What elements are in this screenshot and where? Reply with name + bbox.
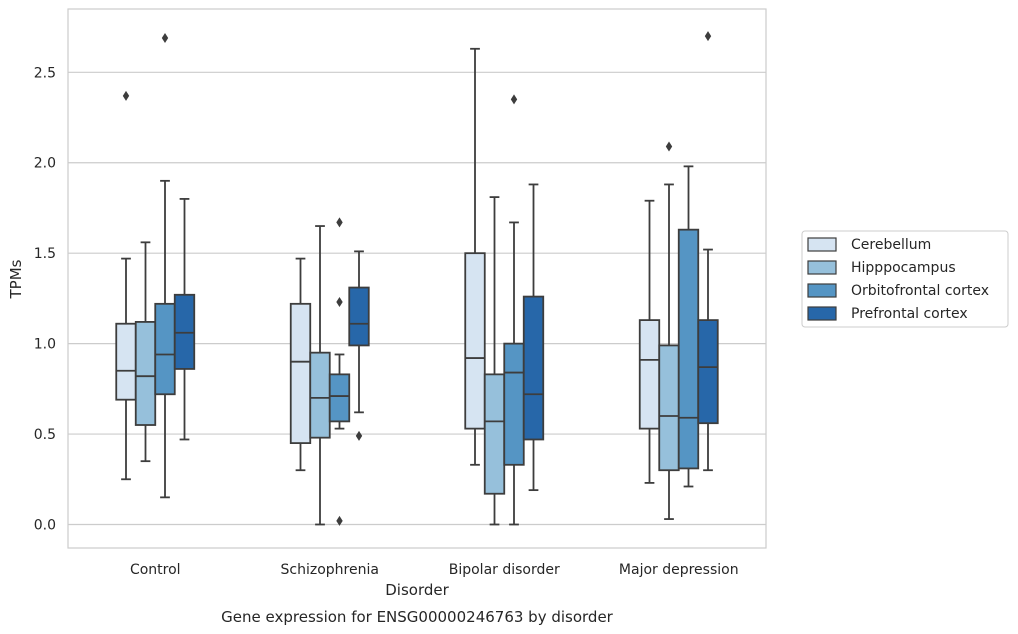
box-iqr	[173, 293, 196, 370]
outlier-point	[336, 217, 343, 228]
legend-entry: Orbitofrontal cortex	[851, 283, 989, 299]
y-tick-label: 1.0	[34, 337, 56, 353]
box-plot-box	[309, 225, 331, 526]
box-plot-box	[677, 165, 700, 488]
box-plot-box	[483, 196, 506, 526]
box-plot-box	[173, 198, 196, 441]
x-tick-label: Control	[130, 562, 181, 578]
outlier-point	[704, 31, 712, 42]
legend-entry: Cerebellum	[851, 237, 931, 253]
box-iqr	[658, 344, 680, 472]
box-iqr	[697, 319, 719, 425]
box-plot-box	[134, 241, 157, 463]
y-tick-label: 2.5	[34, 65, 56, 81]
legend-swatch	[807, 237, 837, 252]
x-tick-label: Major depression	[619, 562, 739, 578]
y-tick-label: 2.0	[34, 156, 56, 172]
box-iqr	[638, 319, 661, 430]
x-tick-label: Bipolar disorder	[449, 562, 560, 578]
box-iqr	[464, 252, 486, 430]
outlier-point	[665, 141, 673, 152]
box-iqr	[328, 373, 351, 423]
box-iqr	[115, 322, 137, 401]
y-tick-label: 0.5	[34, 427, 56, 443]
box-groups	[115, 31, 719, 526]
x-tick-labels: Control Schizophrenia Bipolar disorder Majo…	[130, 562, 739, 578]
box-plot-box	[328, 217, 351, 526]
box-iqr	[483, 373, 506, 495]
legend-entry: Hipppocampus	[851, 260, 956, 276]
box-iqr	[134, 321, 157, 426]
box-plot-box	[154, 32, 176, 499]
box-plot-box	[464, 47, 486, 466]
box-plot-box	[697, 31, 719, 472]
legend-frame	[801, 230, 1009, 328]
legend: Cerebellum Hipppocampus Orbitofrontal cort…	[801, 230, 1009, 328]
outlier-point	[161, 32, 169, 43]
x-axis-label: Disorder	[385, 581, 449, 599]
legend-entry: Prefrontal cortex	[851, 306, 968, 322]
y-tick-label: 0.0	[34, 517, 56, 533]
legend-swatch	[807, 260, 837, 275]
box-iqr	[154, 302, 176, 396]
box-iqr	[522, 295, 545, 441]
box-iqr	[289, 302, 312, 444]
box-plot-box	[289, 257, 312, 472]
box-iqr	[677, 228, 700, 470]
y-tick-label: 1.5	[34, 246, 56, 262]
box-plot-box	[503, 94, 525, 526]
outlier-point	[336, 297, 343, 308]
box-iqr	[503, 342, 525, 466]
outlier-point	[355, 430, 363, 441]
plot-area-frame	[67, 8, 767, 549]
y-tick-labels: 0.0 0.5 1.0 1.5 2.0 2.5	[34, 65, 56, 533]
y-axis-label: TPMs	[7, 259, 25, 299]
box-iqr	[309, 351, 331, 439]
box-plot-box	[115, 90, 137, 481]
box-plot-box	[638, 199, 661, 484]
outlier-point	[510, 94, 518, 105]
outlier-point	[122, 90, 130, 101]
legend-swatch	[807, 306, 837, 321]
chart-caption: Gene expression for ENSG00000246763 by d…	[221, 608, 614, 626]
box-iqr	[348, 286, 370, 347]
box-plot-box	[348, 250, 370, 441]
box-plot-box	[522, 183, 545, 492]
outlier-point	[336, 515, 343, 526]
box-plot-box	[658, 141, 680, 520]
legend-swatch	[807, 283, 837, 298]
x-tick-label: Schizophrenia	[281, 562, 379, 578]
